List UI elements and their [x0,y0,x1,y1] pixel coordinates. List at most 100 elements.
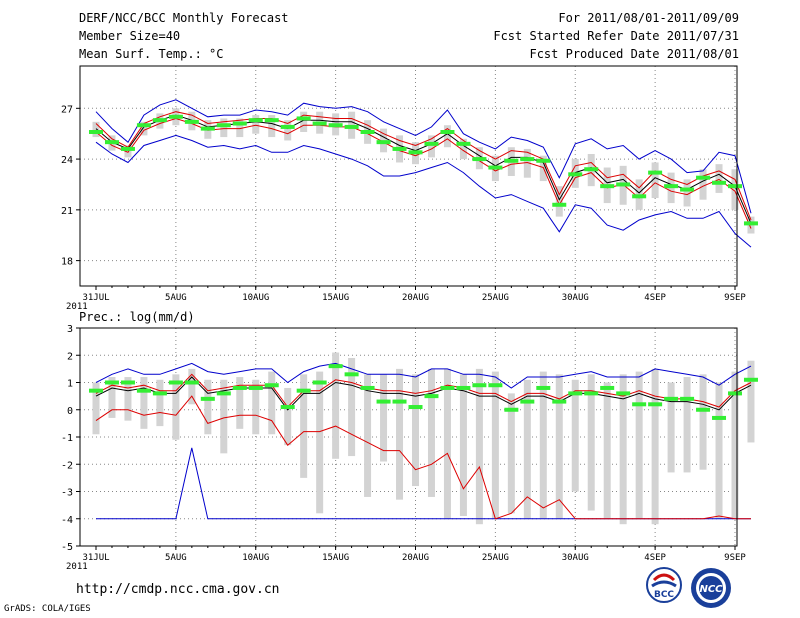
observed-mark [664,396,679,401]
observed-mark [89,388,103,393]
observed-mark [552,399,567,404]
spread-box [427,135,435,158]
observed-mark [168,380,183,385]
spread-box [731,371,739,519]
chart-title: DERF/NCC/BCC Monthly Forecast [79,11,289,25]
y-tick-label: 24 [61,155,73,166]
spread-box [571,379,579,492]
spread-box [364,374,372,497]
observed-mark [712,415,727,420]
observed-mark [344,372,359,377]
spread-box [412,374,419,487]
observed-mark [728,184,742,189]
spread-box [523,379,531,519]
observed-mark [232,385,247,390]
member-size-label: Member Size=40 [79,29,181,43]
spread-box [539,371,547,519]
x-tick-label: 20AUG [402,553,429,563]
precip-variable-label: Prec.: log(mm/d) [79,310,195,324]
spread-box [348,357,356,457]
ncc-logo: NCC [688,565,734,615]
spread-box [475,368,483,525]
observed-mark [584,391,599,396]
spread-box [188,368,196,405]
spread-box [619,374,627,525]
spread-box [300,111,308,132]
spread-box [459,138,467,160]
observed-mark [104,380,119,385]
fcst-started-date: Fcst Started Refer Date 2011/07/31 [493,29,739,43]
spread-box [555,374,563,519]
observed-mark [456,141,471,146]
y-tick-label: 0 [67,406,73,417]
observed-mark [264,118,279,123]
observed-mark [104,140,119,145]
observed-mark [440,130,455,134]
y-tick-label: 27 [61,104,73,115]
spread-box [651,162,659,198]
spread-box [300,374,308,478]
observed-mark [152,391,167,396]
series-line-min [95,134,752,248]
ncc-logo-text: NCC [699,584,723,595]
y-tick-label: 1 [67,379,73,390]
y-tick-label: 3 [67,324,73,335]
x-tick-label: 5AUG [165,293,187,303]
observed-mark [328,364,343,369]
observed-mark [200,126,215,131]
observed-mark [120,146,135,151]
bcc-logo: BCC [640,566,688,612]
observed-mark [696,175,711,180]
series-line-upper [95,111,752,221]
observed-mark [89,130,103,134]
observed-mark [168,114,183,119]
observed-mark [312,380,327,385]
spread-box [156,379,164,427]
observed-mark [472,383,487,388]
x-tick-label: 4SEP [644,293,666,303]
observed-mark [728,391,742,396]
observed-mark [568,391,583,396]
series-line-mean [95,114,752,224]
observed-mark [632,402,647,407]
observed-mark [632,194,647,199]
spread-box [284,120,292,141]
observed-mark [376,140,391,145]
spread-box [252,115,260,134]
spread-box [204,379,212,435]
x-tick-label: 31JUL [82,293,109,303]
spread-box [443,125,451,148]
spread-box [715,164,723,193]
observed-mark [680,396,695,401]
spread-box [459,374,467,517]
observed-mark [520,399,535,404]
spread-box [587,374,595,511]
series-line-mean [95,376,752,411]
spread-box [268,371,276,435]
series-line-max [95,99,752,214]
observed-mark [312,121,327,126]
observed-mark [616,391,631,396]
spread-box [220,379,228,454]
observed-mark [520,157,535,162]
observed-mark [392,399,407,404]
x-tick-label: 25AUG [482,553,509,563]
observed-mark [136,123,151,128]
x-tick-label: 15AUG [322,553,349,563]
plot-frame [79,65,738,287]
source-url[interactable]: http://cmdp.ncc.cma.gov.cn [76,582,280,597]
observed-mark [456,385,471,390]
spread-box [427,368,435,497]
observed-mark [360,130,375,134]
observed-mark [248,118,263,123]
observed-mark [376,399,391,404]
spread-box [220,118,228,138]
y-tick-label: 18 [61,257,73,268]
y-tick-label: -3 [61,488,73,499]
series-line-lower [95,395,751,520]
spread-box [715,382,723,519]
spread-box [332,352,340,459]
observed-mark [216,123,231,128]
observed-mark [584,167,599,172]
observed-mark [120,380,135,385]
